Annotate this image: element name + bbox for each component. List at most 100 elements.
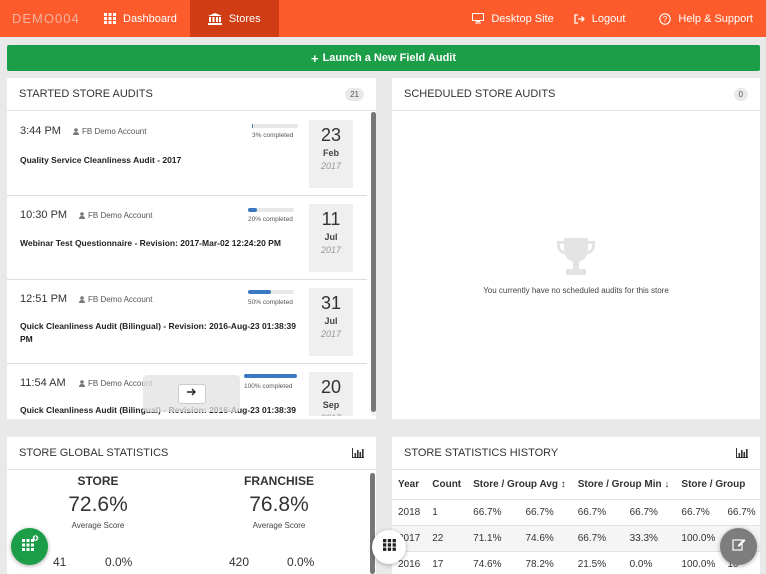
grid-plus-icon [21,535,39,558]
audit-list: 3:44 PM FB Demo Account 3% completed Qua… [7,112,367,416]
audit-date-day: 20 [320,377,342,397]
col-year[interactable]: Year [398,479,420,491]
user-icon [79,296,85,303]
audit-account: FB Demo Account [73,127,146,136]
audit-progress-bar [248,290,294,294]
store-average-caption: Average Score [71,521,125,530]
audit-progress-label: 20% completed [248,216,293,223]
global-stats-scrollbar[interactable] [370,473,375,574]
global-stats-scroll-thumb[interactable] [370,473,375,574]
nav-stores[interactable]: Stores [189,0,279,37]
audit-item[interactable]: 10:30 PM FB Demo Account 20% completed W… [7,196,367,280]
audit-date: 31 Jul 2017 [309,288,353,356]
audit-date-day: 23 [320,125,342,145]
audit-progress-bar [244,374,297,378]
col-store-group-avg[interactable]: Store / Group Avg ↕ [473,479,566,491]
global-stats-title: STORE GLOBAL STATISTICS [19,447,169,459]
apps-fab-button[interactable] [11,528,48,565]
started-audits-panel: STARTED STORE AUDITS 21 3:44 PM FB Demo … [7,78,376,419]
audit-date-month: Jul [324,316,338,326]
audit-time: 3:44 PM [20,125,61,137]
started-audits-title: STARTED STORE AUDITS [19,88,153,100]
audit-list-scroll-thumb[interactable] [371,112,376,412]
audit-account: FB Demo Account [79,295,152,304]
brand-logo[interactable]: DEMO004 [12,11,80,26]
sort-icon: ↕ [560,479,566,491]
nav-dashboard-label: Dashboard [123,12,177,25]
nav-logout[interactable]: Logout [574,0,660,37]
bar-chart-icon[interactable] [736,448,748,458]
arrow-right-button[interactable] [177,383,206,404]
col-store-group-max[interactable]: Store / Group [681,479,746,491]
arrow-right-icon [186,388,197,399]
question-circle-icon: ? [659,12,672,25]
audit-progress-fill [252,124,254,128]
col-store-group-min[interactable]: Store / Group Min ↓ [577,479,670,491]
launch-field-audit-button[interactable]: + Launch a New Field Audit [7,45,760,71]
audit-time: 11:54 AM [20,377,66,389]
nav-dashboard[interactable]: Dashboard [91,0,190,37]
franchise-average-caption: Average Score [252,521,306,530]
audit-date-month: Jul [324,232,338,242]
svg-text:?: ? [663,15,668,24]
audit-name: Webinar Test Questionnaire - Revision: 2… [20,238,281,248]
nav-help[interactable]: ? Help & Support [659,0,766,37]
store-stat-label: STORE [77,474,119,488]
audit-date-year: 2017 [309,413,353,416]
global-stats-panel: STORE GLOBAL STATISTICS STORE 72.6% Aver… [7,437,376,574]
plus-icon: + [310,50,319,66]
audit-item[interactable]: 3:44 PM FB Demo Account 3% completed Qua… [7,112,367,196]
stats-history-table: Year Count Store / Group Avg ↕ Store / G… [392,471,760,574]
audit-list-scrollbar[interactable] [371,112,376,416]
monitor-icon [472,13,485,24]
started-audits-header: STARTED STORE AUDITS 21 [7,78,376,111]
started-audits-count: 21 [345,87,364,101]
trophy-icon [554,236,598,285]
audit-date-day: 11 [321,209,341,229]
audit-progress-label: 50% completed [248,299,293,306]
top-navbar: DEMO004 Dashboard Stores Desktop Site Lo… [0,0,766,37]
nav-stores-label: Stores [228,12,261,25]
audit-item[interactable]: 12:51 PM FB Demo Account 50% completed Q… [7,280,367,364]
audit-progress-fill [248,208,258,212]
store-count: 41 [53,555,67,569]
col-count[interactable]: Count [432,479,462,491]
audit-progress-bar [252,124,298,128]
scheduled-empty-message: You currently have no scheduled audits f… [483,286,669,295]
nav-desktop-label: Desktop Site [491,12,554,25]
audit-progress-fill [248,290,271,294]
table-row: 2018 1 66.7% 66.7% 66.7% 66.7% 66.7% 66.7% [392,498,760,525]
audit-date-year: 2017 [320,245,342,255]
bar-chart-icon[interactable] [352,448,364,458]
bank-icon [207,12,222,25]
audit-name: Quality Service Cleanliness Audit - 2017 [20,155,182,165]
edit-icon [731,537,746,556]
audit-date-month: Sep [322,400,340,410]
stats-history-header: STORE STATISTICS HISTORY [392,437,760,470]
user-icon [79,212,85,219]
edit-fab-button[interactable] [720,528,757,565]
audit-time: 10:30 PM [20,209,68,221]
audit-name: Quick Cleanliness Audit (Bilingual) - Re… [20,321,297,344]
audit-date-year: 2017 [320,161,342,171]
stats-history-panel: STORE STATISTICS HISTORY Year Count Stor… [392,437,760,574]
audit-date: 11 Jul 2017 [309,204,353,272]
table-header-row: Year Count Store / Group Avg ↕ Store / G… [392,471,760,499]
nav-desktop-site[interactable]: Desktop Site [472,0,573,37]
grid-menu-button[interactable] [372,530,406,564]
sort-down-icon: ↓ [664,479,670,491]
audit-progress-bar [248,208,294,212]
launch-label: Launch a New Field Audit [322,52,457,64]
scheduled-audits-panel: SCHEDULED STORE AUDITS 0 You currently h… [392,78,760,419]
logout-icon [574,13,585,24]
user-icon [79,380,85,387]
franchise-average-score: 76.8% [249,493,309,516]
audit-account: FB Demo Account [79,379,152,388]
store-zero-pct: 0.0% [105,555,133,569]
grid-icon [104,13,116,24]
stats-history-title: STORE STATISTICS HISTORY [404,447,559,459]
user-icon [73,128,79,135]
scheduled-audits-title: SCHEDULED STORE AUDITS [404,88,556,100]
